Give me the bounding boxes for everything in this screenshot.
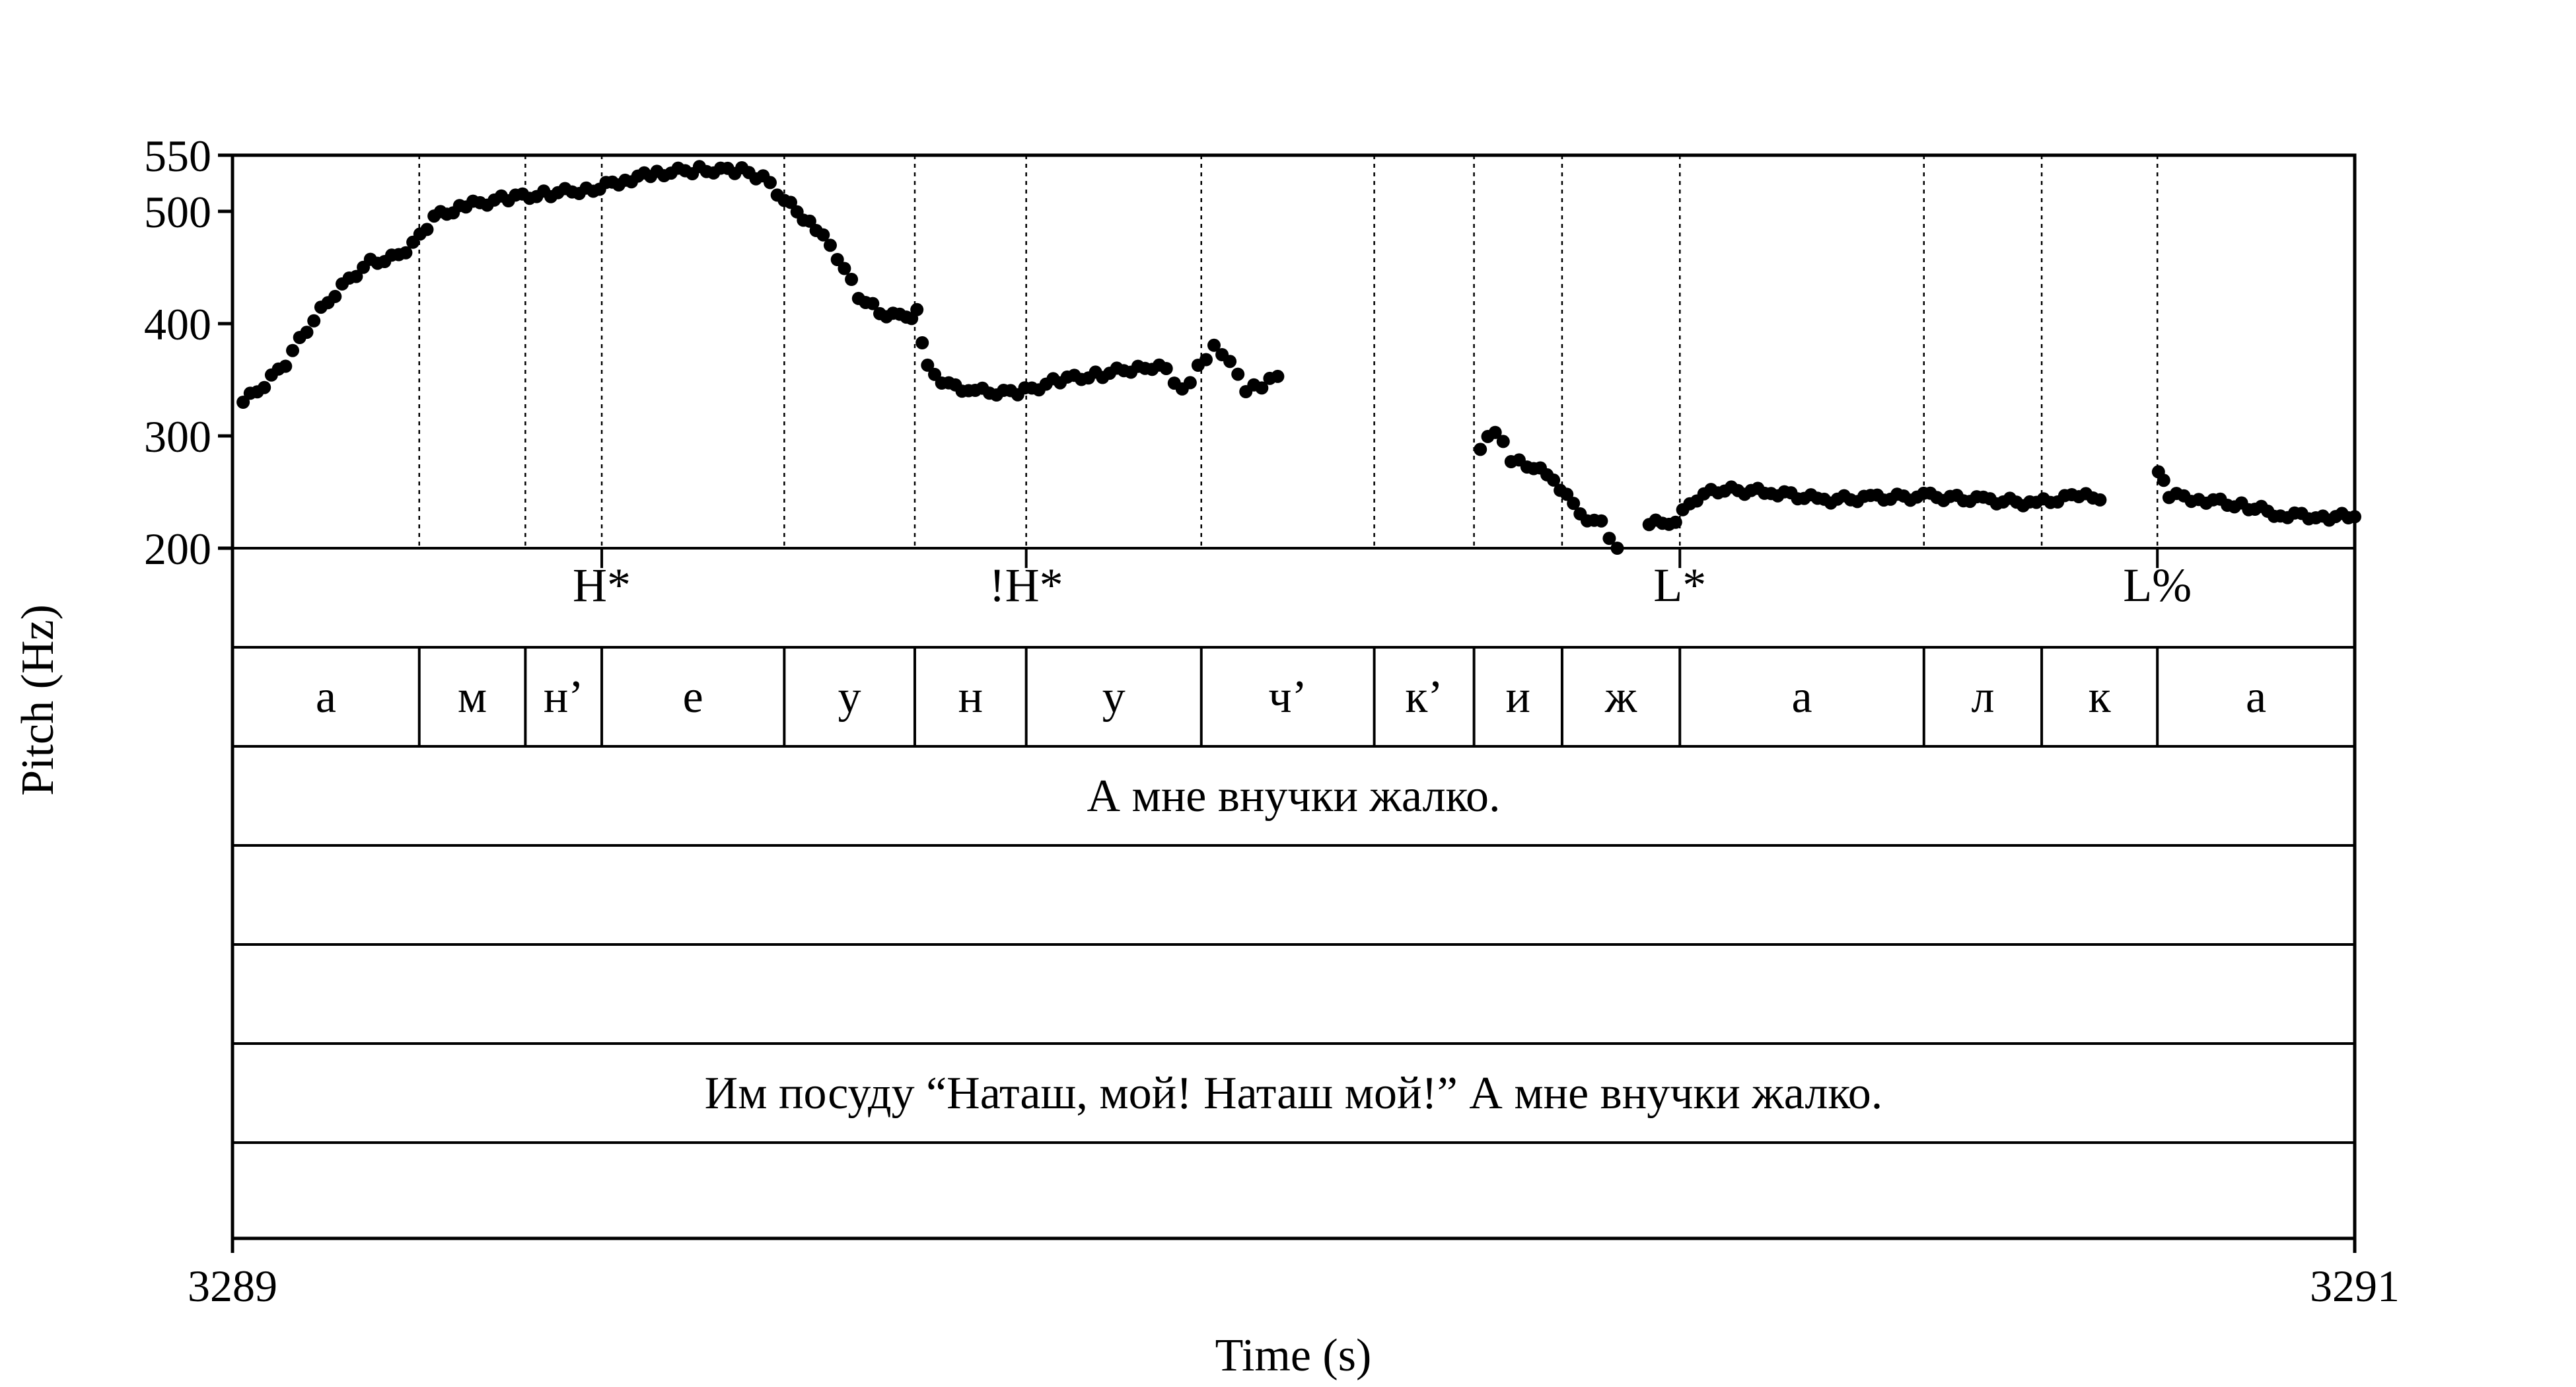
x-tick-label: 3291 <box>2310 1261 2400 1311</box>
pitch-point <box>286 343 299 357</box>
pitch-point <box>1474 443 1487 456</box>
segment-label: к <box>2089 672 2112 723</box>
y-tick-label: 400 <box>144 299 211 349</box>
pitch-point <box>784 196 797 209</box>
annotation-tiers: H* !H* L* L% а м н’ е у н у ч’ к’ и ж а л к а А мне внучки … <box>233 548 2355 1144</box>
pitch-point <box>816 228 830 242</box>
segment-label: л <box>1971 672 1994 723</box>
x-tick-label: 3289 <box>188 1261 277 1311</box>
pitch-point <box>1594 514 1608 528</box>
pitch-point <box>1255 381 1269 395</box>
pitch-point <box>1271 369 1285 383</box>
segment-label: у <box>838 672 861 723</box>
pitch-point <box>1668 515 1682 529</box>
y-axis-title: Pitch (Hz) <box>13 604 63 796</box>
utterance-text: Им посуду “Наташ, мой! Наташ мой!” А мне… <box>705 1068 1883 1119</box>
pitch-point <box>258 380 271 394</box>
plot-frame <box>231 153 2357 1240</box>
x-axis-title: Time (s) <box>1215 1330 1372 1381</box>
segment-label: и <box>1506 672 1530 723</box>
pitch-point <box>1567 497 1581 511</box>
segment-label: н’ <box>544 672 584 723</box>
frame-border <box>231 153 2357 1240</box>
segment-label: к’ <box>1405 672 1443 723</box>
pitch-point <box>866 297 880 310</box>
pitch-point <box>1496 435 1510 448</box>
pitch-point <box>824 238 837 252</box>
y-tick-label: 200 <box>144 524 211 574</box>
pitch-point <box>1183 376 1197 390</box>
pitch-point <box>2093 493 2107 507</box>
pitch-point <box>1560 487 1574 501</box>
pitch-point <box>307 314 321 328</box>
axis-labels: Time (s) Pitch (Hz) 550 500 400 300 200 3289 3… <box>13 131 2400 1381</box>
pitch-point <box>1231 367 1245 381</box>
segment-label: у <box>1102 672 1126 723</box>
boundary-lines <box>418 155 2159 548</box>
segment-label: ж <box>1604 672 1637 723</box>
pitch-point <box>764 176 777 190</box>
pitch-point <box>803 214 816 228</box>
pitch-point <box>1159 362 1173 375</box>
pitch-point <box>279 359 293 373</box>
pitch-point <box>2157 474 2170 487</box>
tone-label: L* <box>1653 559 1706 612</box>
segment-label: е <box>683 672 703 723</box>
pitch-point <box>236 396 250 409</box>
tone-label: !H* <box>989 559 1063 612</box>
pitch-point <box>1207 338 1221 352</box>
pitch-point <box>915 336 929 349</box>
tone-label: L% <box>2123 559 2192 612</box>
segment-label: а <box>316 672 336 723</box>
pitch-point <box>845 273 859 286</box>
segment-label: м <box>458 672 487 723</box>
pitch-point <box>830 253 844 266</box>
pitch-point <box>1223 355 1237 369</box>
pitch-point <box>910 302 924 316</box>
pitch-point <box>921 358 935 372</box>
phrase-text: А мне внучки жалко. <box>1087 771 1500 822</box>
pitch-point <box>420 223 434 236</box>
pitch-point <box>1488 425 1502 439</box>
y-tick-label: 500 <box>144 187 211 237</box>
pitch-point <box>328 289 342 303</box>
segment-label: н <box>958 672 983 723</box>
pitch-point <box>1547 473 1561 487</box>
pitch-point <box>349 269 363 283</box>
tone-label: H* <box>573 559 631 612</box>
pitch-point <box>300 326 314 339</box>
pitch-point <box>838 262 851 275</box>
y-tick-label: 300 <box>144 411 211 462</box>
pitch-point <box>1602 532 1616 546</box>
pitch-point <box>1199 353 1213 367</box>
segment-label: а <box>2246 672 2266 723</box>
segment-label: ч’ <box>1268 672 1307 723</box>
segment-label: а <box>1791 672 1812 723</box>
pitch-points <box>236 160 2361 555</box>
y-tick-label: 550 <box>144 131 211 181</box>
pitch-point <box>399 246 413 260</box>
